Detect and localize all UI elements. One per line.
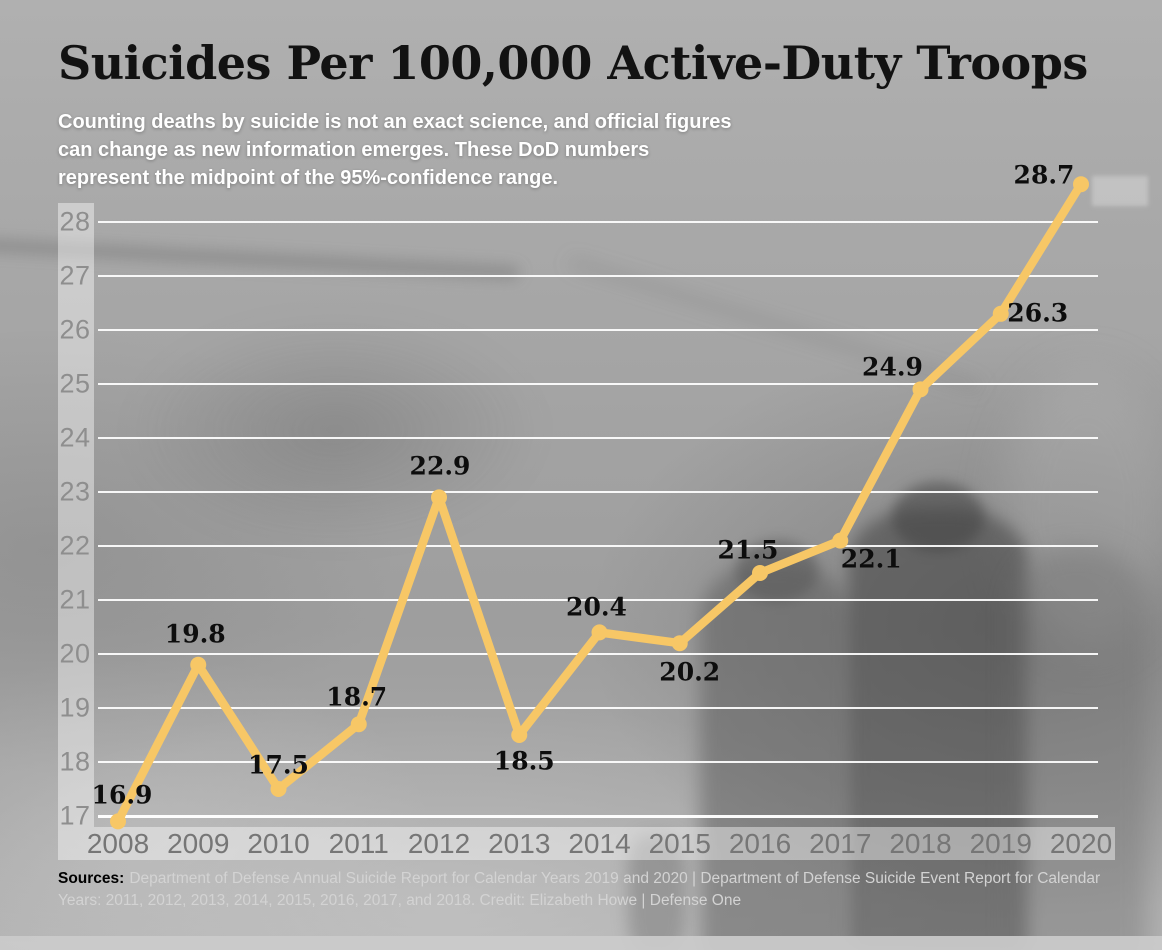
y-tick-label-18: 18 [59, 746, 91, 777]
y-tick-label-20: 20 [59, 638, 91, 669]
data-point-2018 [912, 381, 929, 398]
data-point-2014 [591, 624, 608, 641]
data-point-2016 [752, 565, 768, 581]
y-tick-label-19: 19 [59, 692, 91, 723]
sources-label: Sources: [58, 870, 125, 887]
data-point-label-2008: 16.9 [91, 780, 153, 810]
data-point-label-2017: 22.1 [840, 544, 902, 574]
data-point-2015 [671, 635, 688, 652]
x-tick-label-2016: 2016 [728, 828, 792, 859]
data-point-label-2011: 18.7 [326, 682, 388, 712]
sources-note: Sources: Department of Defense Annual Sui… [58, 868, 1136, 912]
x-tick-label-2014: 2014 [568, 828, 631, 859]
gridline-22 [98, 545, 1098, 547]
data-point-2013 [511, 727, 528, 743]
chart-title: Suicides Per 100,000 Active-Duty Troops [58, 36, 1088, 90]
x-tick-label-2017: 2017 [809, 828, 872, 859]
gridline-23 [98, 491, 1098, 493]
y-tick-label-17: 17 [59, 800, 91, 831]
x-tick-label-2011: 2011 [328, 828, 389, 859]
x-tick-label-2019: 2019 [969, 828, 1032, 859]
gridline-25 [98, 383, 1098, 385]
gridline-18 [98, 761, 1098, 763]
data-point-2020 [1073, 176, 1089, 193]
gridline-26 [98, 329, 1098, 331]
y-tick-label-21: 21 [59, 584, 91, 615]
gridline-28 [98, 221, 1098, 223]
gridline-20 [98, 653, 1098, 655]
y-tick-label-26: 26 [59, 314, 91, 345]
trend-line [113, 179, 1086, 826]
gridline-24 [98, 437, 1098, 439]
data-point-label-2013: 18.5 [493, 746, 555, 776]
gridline-17 [98, 815, 1098, 818]
data-point-label-2014: 20.4 [566, 592, 627, 622]
x-tick-label-2010: 2010 [247, 828, 310, 859]
x-axis-band [94, 827, 1115, 860]
x-tick-label-2015: 2015 [648, 828, 711, 859]
data-point-label-2015: 20.2 [659, 657, 721, 687]
y-tick-label-24: 24 [59, 422, 91, 453]
data-point-2008 [110, 813, 126, 830]
data-point-2019 [992, 305, 1009, 322]
x-tick-label-2013: 2013 [488, 828, 551, 859]
y-tick-label-28: 28 [59, 206, 91, 237]
data-point-label-2019: 26.3 [1007, 298, 1069, 328]
chart-subtitle: Counting deaths by suicide is not an exa… [58, 111, 732, 189]
data-point-label-2009: 19.8 [164, 619, 226, 649]
sources-text: Department of Defense Annual Suicide Rep… [58, 870, 1101, 909]
data-point-2011 [350, 716, 367, 733]
x-tick-label-2018: 2018 [889, 828, 952, 859]
y-tick-label-27: 27 [59, 260, 91, 291]
gridline-19 [98, 707, 1098, 709]
data-point-2017 [832, 532, 849, 549]
x-tick-label-2020: 2020 [1049, 828, 1113, 859]
data-point-2012 [431, 489, 447, 506]
gridline-27 [98, 275, 1098, 277]
data-point-2010 [270, 781, 287, 797]
y-tick-label-23: 23 [59, 476, 91, 507]
y-tick-label-25: 25 [59, 368, 91, 399]
data-point-label-2012: 22.9 [409, 451, 471, 481]
x-tick-label-2012: 2012 [407, 828, 471, 859]
data-point-label-2010: 17.5 [248, 750, 309, 780]
data-point-2009 [190, 656, 207, 673]
y-tick-label-22: 22 [59, 530, 91, 561]
data-point-label-2020: 28.7 [1013, 160, 1075, 190]
x-tick-label-2009: 2009 [167, 828, 230, 859]
data-point-label-2016: 21.5 [717, 535, 779, 565]
gridline-21 [98, 599, 1098, 601]
y-axis-band [58, 203, 94, 860]
x-tick-label-2008: 2008 [86, 828, 150, 859]
data-point-label-2018: 24.9 [862, 352, 923, 382]
